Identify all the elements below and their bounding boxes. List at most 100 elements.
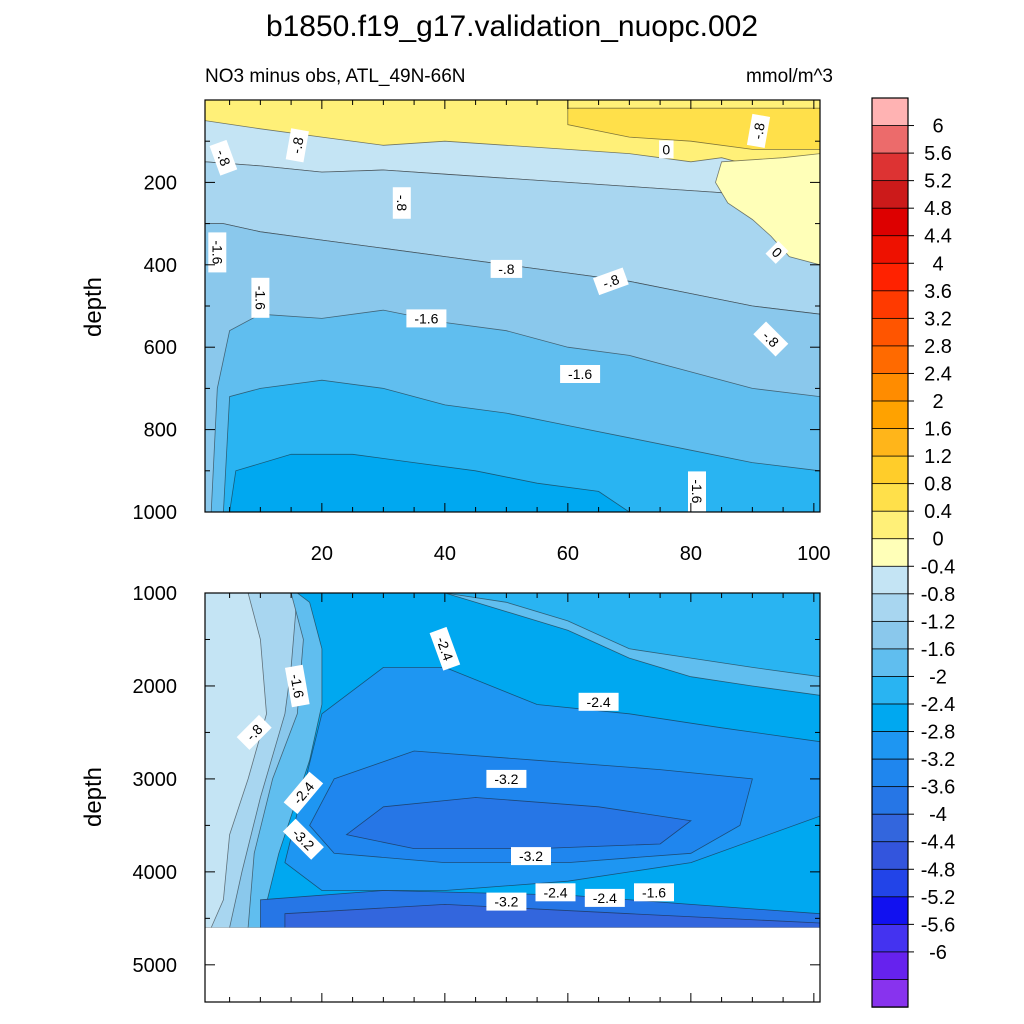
contour-label-text: -2.4 xyxy=(433,635,456,663)
colorbar-label: 3.2 xyxy=(924,308,952,330)
colorbar-swatch xyxy=(871,703,909,733)
contour-label-background xyxy=(282,818,324,860)
y-tick-label: 5000 xyxy=(133,955,178,977)
colorbar-swatch xyxy=(871,483,909,512)
colorbar-label: 3.6 xyxy=(924,281,952,303)
colorbar-label: 5.6 xyxy=(924,143,952,165)
contour-label-text: -.8 xyxy=(288,136,307,155)
panel-frame xyxy=(204,592,821,1003)
contour-fill-m0p4 xyxy=(205,593,267,928)
colorbar-label: -1.2 xyxy=(921,611,955,633)
contour-label-background xyxy=(659,140,674,159)
colorbar-label: 0.4 xyxy=(924,501,952,523)
contour-label-background xyxy=(688,471,706,512)
contour-label-background xyxy=(535,883,576,902)
contour-label-background xyxy=(560,365,601,383)
colorbar-label: 2.4 xyxy=(924,363,952,385)
contour-label: -.8 xyxy=(392,187,411,219)
colorbar-label: 5.2 xyxy=(924,171,952,193)
colorbar-label: 1.2 xyxy=(924,446,952,468)
colorbar-label: -4 xyxy=(929,804,947,826)
contour-label: -2.4 xyxy=(578,692,619,711)
upper-panel: -.8 -.8 -.8 -.8 -.8 -.8 -.8 0 0 -1.6 -1.6 -1.6 -1.6 -… xyxy=(133,99,831,565)
contour-label-text: -1.6 xyxy=(568,366,592,382)
colorbar-label: 2 xyxy=(932,391,943,413)
colorbar-label: -0.4 xyxy=(921,556,955,578)
colorbar-label: 0.8 xyxy=(924,474,952,496)
contour-label: -.8 xyxy=(490,259,523,278)
colorbar-label: -3.2 xyxy=(921,749,955,771)
colorbar-label: 4.8 xyxy=(924,198,952,220)
contour-label-text: -.8 xyxy=(498,261,515,277)
colorbar-swatch xyxy=(871,786,909,815)
colorbar-swatch xyxy=(871,979,909,1008)
x-tick-label: 80 xyxy=(680,543,702,565)
contour-label-background xyxy=(285,128,309,163)
contour-label-background xyxy=(584,888,625,907)
y-tick-label: 1000 xyxy=(133,583,178,605)
colorbar-swatch xyxy=(871,896,909,926)
colorbar-swatch xyxy=(871,428,909,457)
colorbar-swatch xyxy=(871,951,909,981)
colorbar-swatch xyxy=(871,400,909,430)
contour-label: -.8 xyxy=(209,139,238,176)
colorbar-swatch xyxy=(871,207,909,237)
contour-label: -1.6 xyxy=(560,365,601,383)
colorbar-swatch xyxy=(871,510,909,540)
contour-label: -.8 xyxy=(753,321,789,357)
colorbar-swatch xyxy=(871,868,909,898)
colorbar-label: -0.8 xyxy=(921,584,955,606)
y-tick-label: 1000 xyxy=(133,502,178,524)
panel-plot-area: -2.4-1.6-.8-2.4-3.2-2.4-3.2-3.2-2.4 -2.4-… xyxy=(205,593,820,1002)
x-tick-label: 60 xyxy=(557,543,579,565)
colorbar-swatch xyxy=(871,317,909,347)
contour-label: 0 xyxy=(659,140,674,159)
colorbar-swatch xyxy=(871,345,909,375)
lower-panel: -2.4-1.6-.8-2.4-3.2-2.4-3.2-3.2-2.4 -2.4-… xyxy=(133,583,821,1003)
colorbar-label: -2 xyxy=(929,666,947,688)
contour-label: -3.2 xyxy=(486,892,527,911)
contour-label-text: -2.4 xyxy=(543,884,567,900)
colorbar-label: -1.6 xyxy=(921,639,955,661)
contour-label-text: -1.6 xyxy=(414,310,438,326)
colorbar-swatch xyxy=(871,152,909,182)
colorbar-swatch xyxy=(871,262,909,292)
x-tick-label: 100 xyxy=(797,543,830,565)
contour-label: -.8 xyxy=(236,714,272,750)
contour-label: -1.6 xyxy=(251,277,270,318)
y-tick-label: 800 xyxy=(144,420,177,442)
colorbar-label: 1.6 xyxy=(924,419,952,441)
colorbar-label: -4.8 xyxy=(921,859,955,881)
contour-label-background xyxy=(490,259,523,278)
contour-label-text: -1.6 xyxy=(287,673,307,700)
colorbar-label: -2.4 xyxy=(921,694,955,716)
contour-label-background xyxy=(283,771,324,815)
contour-label-text: -1.6 xyxy=(252,286,268,310)
colorbar-label: 6 xyxy=(932,116,943,138)
missing-data-region xyxy=(205,927,820,1002)
colorbar-frame xyxy=(871,97,909,1008)
colorbar-swatch xyxy=(871,648,909,678)
contour-label: -1.6 xyxy=(208,232,227,273)
contour-label-text: -1.6 xyxy=(689,479,705,503)
colorbar-swatch xyxy=(871,758,909,788)
contour-label: -.8 xyxy=(593,267,629,296)
contour-label-background xyxy=(593,267,629,296)
contour-label-text: -2.4 xyxy=(587,694,611,710)
colorbar-swatch xyxy=(871,180,909,209)
contour-label-text: -3.2 xyxy=(519,848,543,864)
contour-label: -1.6 xyxy=(406,309,447,328)
contour-label: -3.2 xyxy=(511,847,551,866)
contour-fill-m3p6 xyxy=(345,797,692,849)
contour-label-background xyxy=(236,714,272,750)
contour-label: -1.6 xyxy=(284,664,310,708)
contour-label-text: -2.4 xyxy=(593,890,617,906)
contour-label-text: -1.6 xyxy=(642,884,666,900)
contour-label-text: -3.2 xyxy=(494,894,518,910)
colorbar-swatch xyxy=(871,593,909,623)
colorbar-label: -6 xyxy=(929,942,947,964)
contour-fill-m2p4 xyxy=(229,453,631,512)
contour-label-background xyxy=(578,692,619,711)
contour-label: -.8 xyxy=(746,113,771,148)
